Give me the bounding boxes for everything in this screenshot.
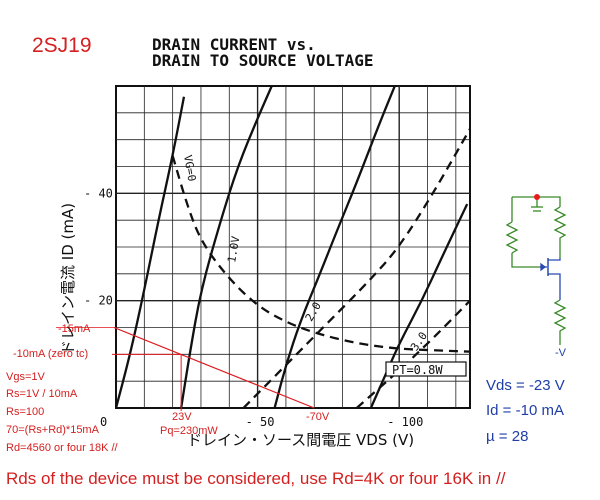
annotation-vgs: Vgs=1V [6,371,45,383]
series-curve-6 [355,299,470,408]
pt-label-box [385,361,467,377]
y-tick-label-1: - 40 [84,186,113,200]
plot-area: 0- 50- 100- 20- 40 VG=01.0V2.03.0 [56,85,471,429]
curve-label-group-2: 2.0 [303,300,324,324]
x-tick-label-0: 0 [100,415,107,429]
curve-label-2: 2.0 [303,300,324,324]
schematic-supply-label: -V [555,347,567,359]
pt-label: PT=0.8W [392,363,443,377]
x-axis-label: ドレイン・ソース間電圧 VDS (V) [187,431,414,449]
grid [116,86,470,408]
load-line-group [56,326,315,411]
curves [116,86,470,408]
series-curve-5 [242,128,470,408]
schematic-resistor-left [505,221,519,254]
schematic-resistor-source [553,299,567,345]
chart-subtitle-line1: DRAIN CURRENT vs. [152,35,316,54]
annotation-10ma: -10mA (zero tc) [13,348,88,360]
x-tick-label-1: - 50 [246,415,275,429]
schematic-jfet-source-lead [548,273,561,300]
annotation-rd: Rd=4560 or four 18K // [6,442,119,454]
annotation-70v: -70V [306,411,330,423]
series-curve-2 [180,86,273,408]
schematic-wire-top [512,196,561,207]
annotation-15ma: -15mA [58,323,91,335]
series-curve-1 [171,155,470,353]
schematic-jfet-drain-lead [548,258,561,261]
load-line [113,326,315,409]
bottom-note: Rds of the device must be considered, us… [6,469,506,488]
annotation-rs2: Rs=100 [6,406,44,418]
schematic-ground-node [534,194,540,200]
series-curve-4 [369,203,469,408]
curve-label-1: 1.0V [225,235,242,264]
result-id: Id = -10 mA [486,402,564,419]
result-mu: µ = 28 [486,428,528,445]
y-axis-label: ドレイン電流 ID (mA) [59,203,77,355]
schematic-wire-left-bottom [511,253,540,268]
annotation-rs1: Rs=1V / 10mA [6,388,78,400]
chart-subtitle-line2: DRAIN TO SOURCE VOLTAGE [152,51,374,70]
x-tick-label-2: - 100 [387,415,423,429]
annotation-23v: 23V [172,411,192,423]
schematic-resistor-drain [553,206,567,258]
ticks: 0 - 50 - 100 - 20 - 40 [84,186,423,429]
y-tick-label-0: - 20 [84,294,113,308]
annotation-equation: 70=(Rs+Rd)*15mA [6,424,100,436]
curve-label-0: VG=0 [181,154,198,182]
annotation-pq: Pq=230mW [160,425,218,437]
series-curve-3 [273,86,397,408]
circuit-schematic [505,196,567,345]
series-curve-0 [116,96,186,408]
curve-label-group-1: 1.0V [225,235,242,264]
curve-label-group-0: VG=0 [181,154,198,182]
schematic-jfet-arrow [540,262,547,272]
result-vds: Vds = -23 V [486,377,565,394]
chart-title: 2SJ19 [32,34,92,57]
